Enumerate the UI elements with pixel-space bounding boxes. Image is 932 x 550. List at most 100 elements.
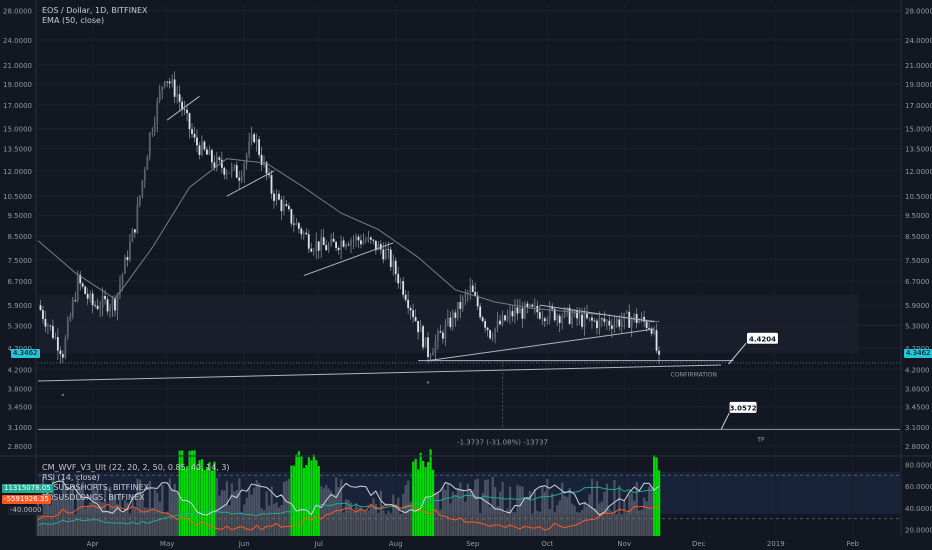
annotations: 4.4204 CONFIRMATION 3.0572 TP -1.3737 (-31.0… <box>61 331 779 446</box>
candle-body <box>270 175 273 194</box>
candle-body <box>596 320 598 329</box>
wvf-bar <box>419 452 422 536</box>
time-tick-label: Oct <box>541 540 553 548</box>
price-tick-label-right: 2.8000 <box>905 443 930 451</box>
candle-body <box>419 326 422 333</box>
candle-body <box>106 299 109 312</box>
candle-body <box>350 240 352 246</box>
wvf-bar <box>372 498 375 536</box>
candle-body <box>504 315 506 321</box>
candle-body <box>253 134 256 143</box>
wvf-bar <box>181 450 184 536</box>
rsi-line <box>37 480 660 516</box>
candle-body <box>104 295 106 300</box>
candle-body <box>591 317 593 321</box>
wvf-bar <box>427 461 430 536</box>
wvf-bar <box>320 486 323 536</box>
wvf-bar <box>598 503 601 536</box>
last-price-tag-right: 4.3462 <box>904 349 932 358</box>
candle-body <box>414 317 417 321</box>
price-tick-label-right: 3.8000 <box>905 385 930 393</box>
candle-body <box>243 163 246 176</box>
wvf-bar <box>51 477 55 536</box>
candles <box>39 71 660 365</box>
wvf-bar <box>191 450 194 536</box>
candle-body <box>337 248 340 250</box>
indicator-legend: CM_WVF_V3_Ult (22, 20, 2, 50, 0.85, 40, … <box>42 463 230 503</box>
candle-body <box>439 331 442 333</box>
candle-body <box>39 305 42 311</box>
wvf-bar <box>297 451 301 536</box>
candle-body <box>49 325 52 327</box>
wvf-bar <box>223 490 226 536</box>
candle-body <box>658 350 660 355</box>
candle-body <box>151 131 154 133</box>
wvf-bar <box>215 477 219 536</box>
candle-body <box>397 274 400 284</box>
wvf-bar <box>39 506 42 536</box>
wvf-bar <box>272 503 276 536</box>
shorts-value-tag: 11315078.05 <box>2 484 53 493</box>
longs-legend: EOSUSDLONGS, BITFINEX <box>42 493 145 502</box>
price-tick-label-right: 9.5000 <box>905 212 930 220</box>
candle-body <box>215 157 218 168</box>
candle-body <box>295 223 298 225</box>
candle-body <box>365 240 367 242</box>
price-tick-label-right: 21.0000 <box>905 62 932 70</box>
wvf-bar <box>655 457 658 536</box>
candle-body <box>233 165 236 167</box>
candle-body <box>302 232 305 235</box>
wvf-bar <box>220 490 224 536</box>
wvf-bar <box>593 508 596 536</box>
wvf-bar <box>615 513 619 536</box>
wvf-bar <box>650 487 653 536</box>
wvf-bar <box>481 492 484 536</box>
candle-body <box>44 318 47 327</box>
candle-body <box>655 330 658 351</box>
wvf-bar <box>392 494 395 536</box>
candle-body <box>285 204 288 206</box>
wvf-bar <box>225 480 228 536</box>
wvf-bar <box>195 467 199 536</box>
candle-body <box>89 293 92 299</box>
wvf-bar <box>287 478 291 536</box>
wvf-bar <box>610 511 614 536</box>
candle-body <box>424 337 427 348</box>
candle-body <box>273 193 275 201</box>
candle-body <box>317 241 320 251</box>
candle-body <box>56 337 59 351</box>
wvf-bar <box>585 506 589 536</box>
wvf-bar <box>312 454 315 536</box>
candle-body <box>220 159 223 168</box>
wvf-bar <box>345 499 348 536</box>
candle-body <box>379 244 382 250</box>
double-chevron-up-icon: ˄ <box>61 394 66 404</box>
wvf-bar <box>417 469 420 536</box>
candle-body <box>387 248 390 250</box>
candle-body <box>581 314 583 327</box>
trendline <box>427 328 655 362</box>
candle-body <box>648 328 651 329</box>
ema-legend: EMA (50, close) <box>42 16 105 25</box>
candle-body <box>484 321 487 328</box>
candle-body <box>615 319 618 324</box>
wvf-bar <box>275 502 278 536</box>
wvf-bar <box>546 478 549 536</box>
time-tick-label: Feb <box>847 540 860 548</box>
wvf-bar <box>243 504 246 536</box>
candle-body <box>111 298 114 308</box>
time-tick-label: Aug <box>389 540 403 548</box>
wvf-bar <box>608 508 611 536</box>
candle-body <box>280 199 283 212</box>
wvf-bar <box>364 511 368 536</box>
price-tick-label-left: 3.8000 <box>8 385 33 393</box>
wvf-bar <box>350 502 353 536</box>
candle-body <box>486 327 489 331</box>
time-tick-label: 2019 <box>767 540 785 548</box>
candle-body <box>255 139 258 143</box>
wvf-bar <box>54 498 57 536</box>
candle-body <box>290 209 293 224</box>
wvf-bar <box>526 496 529 536</box>
wvf-bar <box>658 470 661 536</box>
